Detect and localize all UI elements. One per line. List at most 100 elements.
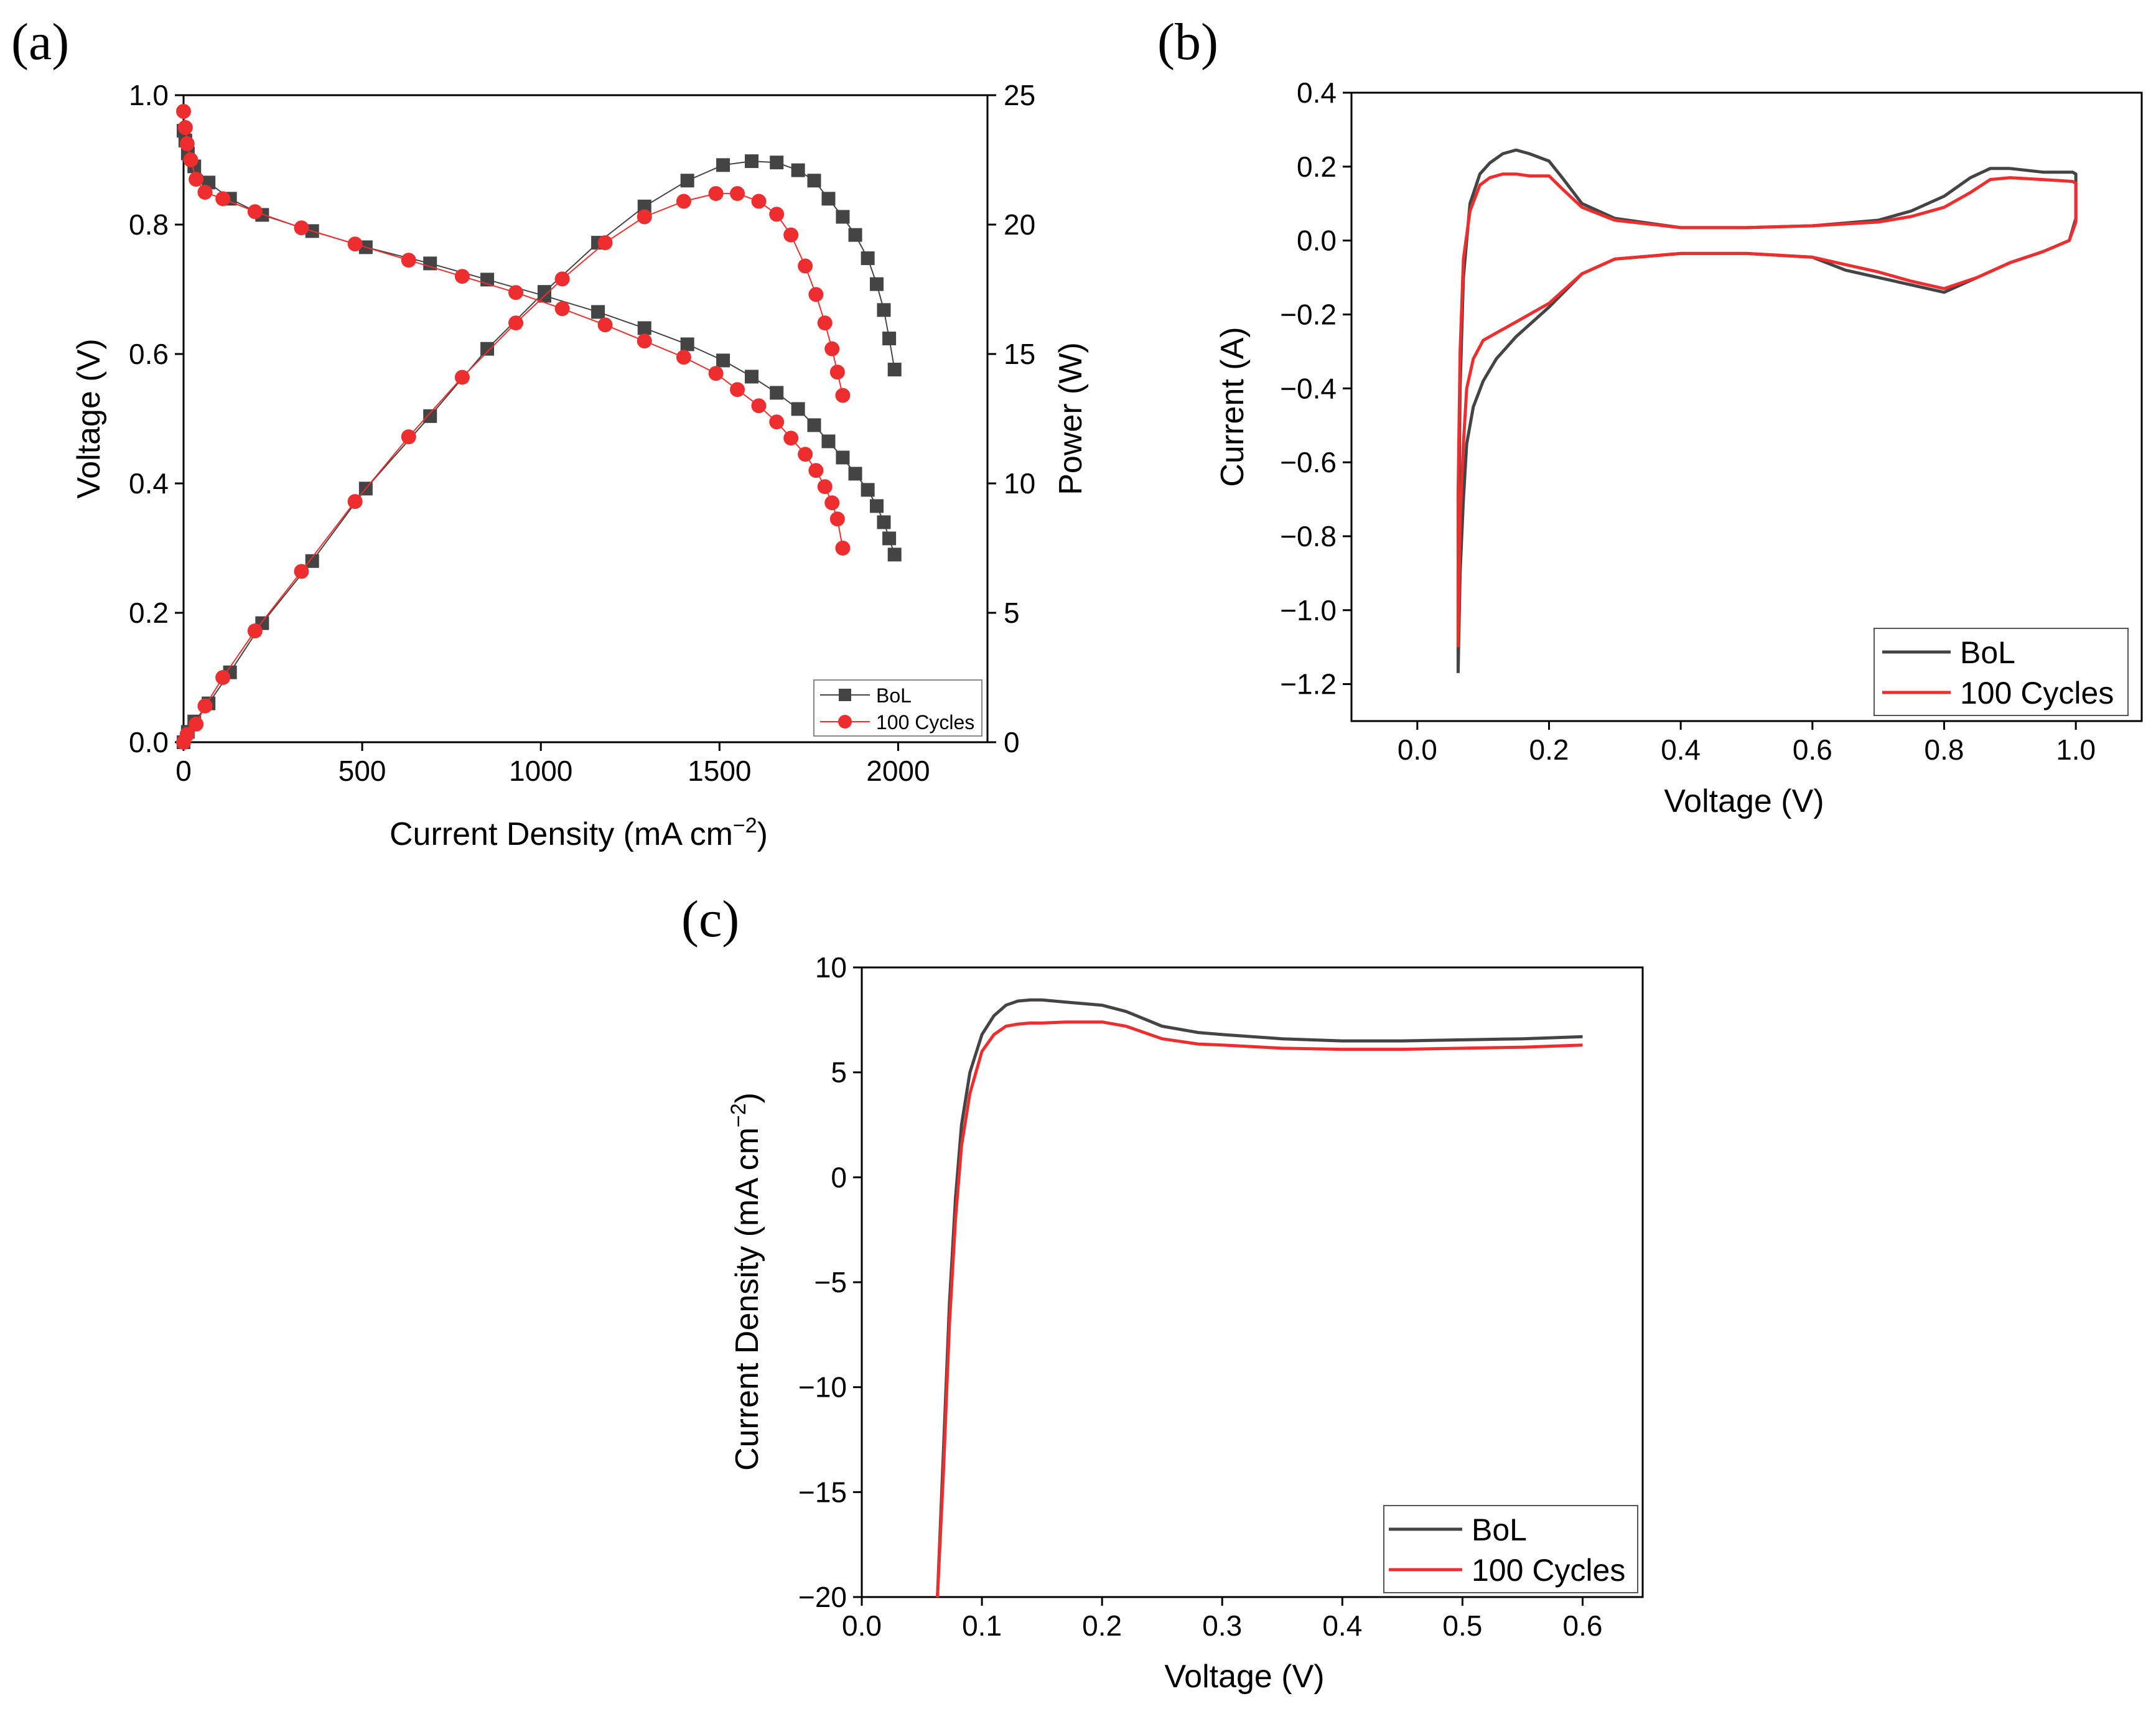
panel-a: (a) 0 500 1000 1500 2000 0.00.20.40.60.81.0 …	[11, 13, 1089, 852]
data-point-cycles-power	[817, 315, 833, 331]
data-point-bol-voltage	[591, 305, 605, 319]
data-point-cycles-power	[824, 341, 840, 356]
series-line-cycles	[1456, 172, 2078, 648]
y-tick-label: 10	[815, 951, 847, 984]
x-tick-label: 0.2	[1529, 734, 1569, 766]
y-tick-label: 0.0	[129, 726, 169, 758]
panel-a-y-axis: 0.0 0.2 0.4 0.6 0.8 1.0	[129, 79, 184, 758]
data-point-cycles-power	[454, 370, 470, 385]
data-point-cycles-voltage	[708, 366, 724, 381]
x-tick-label: 0.2	[1082, 1609, 1122, 1642]
data-point-cycles-voltage	[676, 350, 691, 365]
data-point-cycles-voltage	[597, 317, 613, 333]
data-point-bol-power	[637, 199, 651, 213]
y-tick-label: 0.6	[129, 338, 169, 370]
y-tick-label: 0.8	[129, 208, 169, 241]
y-tick-label: −1.0	[1280, 594, 1337, 626]
data-point-bol-voltage	[821, 434, 836, 449]
data-point-bol-power	[791, 163, 805, 177]
data-point-bol-voltage	[807, 418, 821, 432]
y-tick-label: −1.2	[1280, 668, 1337, 701]
data-point-cycles-voltage	[176, 104, 191, 119]
y-tick-label: 0.0	[1297, 225, 1337, 257]
data-point-bol-power	[745, 154, 759, 169]
data-point-cycles-power	[829, 365, 845, 380]
data-point-bol-power	[680, 174, 694, 188]
x-tick-label: 0.4	[1322, 1609, 1362, 1642]
panel-b-x-axis-title: Voltage (V)	[1664, 783, 1824, 819]
data-point-bol-power	[716, 158, 730, 172]
y-tick-label: −10	[798, 1371, 847, 1404]
data-point-cycles-voltage	[730, 382, 745, 398]
x-tick-label: 0.0	[842, 1609, 882, 1642]
data-point-cycles-voltage	[829, 511, 845, 527]
data-point-bol-power	[770, 156, 784, 170]
panel-b-legend-bol-label: BoL	[1960, 635, 2015, 670]
data-point-cycles-power	[708, 186, 724, 202]
series-line-bol-voltage	[183, 131, 895, 555]
data-point-cycles-voltage	[183, 152, 198, 167]
data-point-cycles-voltage	[189, 172, 204, 187]
data-point-cycles-voltage	[197, 185, 213, 200]
series-line-cycles-power	[183, 193, 844, 743]
data-point-cycles-voltage	[179, 136, 195, 151]
panel-a-x-axis: 0 500 1000 1500 2000	[175, 742, 930, 787]
panel-a-y2-axis: 0 5 10 15 20 25	[987, 79, 1035, 758]
panel-b-label: (b)	[1157, 13, 1218, 71]
panel-a-legend-bol-label: BoL	[876, 684, 912, 707]
panel-c-x-axis-title: Voltage (V)	[1164, 1659, 1324, 1695]
y-tick-label: −20	[798, 1581, 847, 1613]
panel-a-legend: BoL 100 Cycles	[813, 679, 982, 737]
panel-c-legend-cycles-label: 100 Cycles	[1472, 1553, 1625, 1588]
data-point-bol-power	[869, 277, 884, 291]
data-point-cycles-power	[808, 287, 824, 302]
data-point-cycles-voltage	[751, 398, 767, 414]
data-point-cycles-power	[769, 207, 785, 222]
y2-tick-label: 5	[1004, 597, 1020, 629]
data-point-cycles-voltage	[347, 236, 363, 252]
data-point-cycles-voltage	[798, 447, 813, 462]
data-point-cycles-voltage	[835, 541, 851, 556]
y2-tick-label: 10	[1004, 467, 1035, 500]
x-tick-label: 0.6	[1562, 1609, 1602, 1642]
y-tick-label: −0.8	[1280, 520, 1337, 552]
data-point-bol-voltage	[848, 467, 862, 481]
panel-a-y2-axis-title: Power (W)	[1053, 342, 1089, 495]
data-point-bol-power	[887, 362, 902, 376]
x-tick-label: 1500	[688, 755, 751, 787]
series-line-bol	[1456, 148, 2078, 673]
data-point-bol-power	[848, 228, 862, 242]
panel-c-series	[936, 998, 1583, 1598]
data-point-cycles-voltage	[783, 431, 799, 446]
panel-c-label: (c)	[681, 890, 739, 948]
y-tick-label: 5	[831, 1056, 847, 1089]
x-tick-label: 0.4	[1661, 734, 1701, 766]
panel-b-legend-box	[1874, 628, 2129, 716]
data-point-cycles-voltage	[294, 220, 309, 236]
y-tick-label: −0.4	[1280, 372, 1337, 404]
y2-tick-label: 0	[1004, 726, 1020, 758]
y2-tick-label: 20	[1004, 208, 1035, 241]
y2-tick-label: 25	[1004, 79, 1035, 111]
data-point-cycles-power	[189, 716, 204, 732]
panel-a-x-axis-title: Current Density (mA cm−2)	[390, 814, 768, 852]
data-point-cycles-power	[401, 429, 416, 445]
data-point-bol-voltage	[861, 483, 875, 497]
data-point-cycles-power	[751, 193, 767, 209]
panel-b-legend: BoL 100 Cycles	[1874, 628, 2129, 716]
data-point-bol-power	[480, 342, 495, 356]
panel-b-plot-frame	[1350, 91, 2143, 722]
data-point-bol-power	[861, 251, 875, 266]
data-point-bol-voltage	[423, 256, 437, 271]
y-tick-label: −15	[798, 1476, 847, 1508]
panel-a-y-axis-title: Voltage (V)	[71, 338, 107, 498]
y2-tick-label: 15	[1004, 338, 1035, 370]
data-point-cycles-voltage	[817, 479, 833, 495]
panel-c-y-axis-title: Current Density (mA cm−2)	[727, 1092, 765, 1471]
panel-a-legend-cycles-marker	[838, 715, 852, 729]
panel-c-y-axis: 10 5 0 −5 −10 −15 −20	[798, 951, 862, 1613]
data-point-cycles-power	[783, 227, 799, 243]
series-line-cycles-voltage	[183, 111, 844, 549]
data-point-bol-power	[882, 332, 897, 346]
data-point-cycles-power	[676, 193, 691, 209]
